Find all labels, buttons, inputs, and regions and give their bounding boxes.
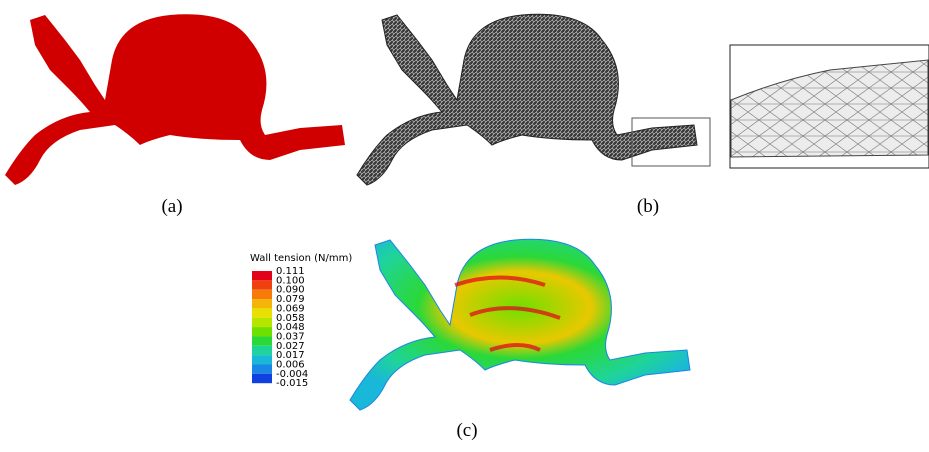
legend-swatch <box>252 327 272 336</box>
legend-swatch <box>252 374 272 383</box>
legend-swatch <box>252 346 272 355</box>
panel-label: (b) <box>637 196 659 217</box>
legend-title: Wall tension (N/mm) <box>250 253 352 264</box>
panel-label: (a) <box>161 196 182 217</box>
legend-swatch <box>252 318 272 327</box>
legend-swatch <box>252 280 272 289</box>
legend-label: -0.015 <box>276 378 308 389</box>
legend-swatch <box>252 365 272 374</box>
legend-swatch <box>252 290 272 299</box>
legend: 0.1110.1000.0900.0790.0690.0580.0480.037… <box>252 266 308 389</box>
legend-swatch <box>252 355 272 364</box>
legend-swatch <box>252 336 272 345</box>
legend-swatch <box>252 271 272 280</box>
legend-swatch <box>252 299 272 308</box>
legend-swatch <box>252 308 272 317</box>
panel-label: (c) <box>456 420 477 441</box>
vessel-stress <box>350 239 690 410</box>
vessel-model <box>5 14 345 185</box>
vessel-mesh <box>357 14 697 185</box>
figure: (a) (b) (c) Wall tension (N/mm) 0.1110.1… <box>0 0 929 452</box>
